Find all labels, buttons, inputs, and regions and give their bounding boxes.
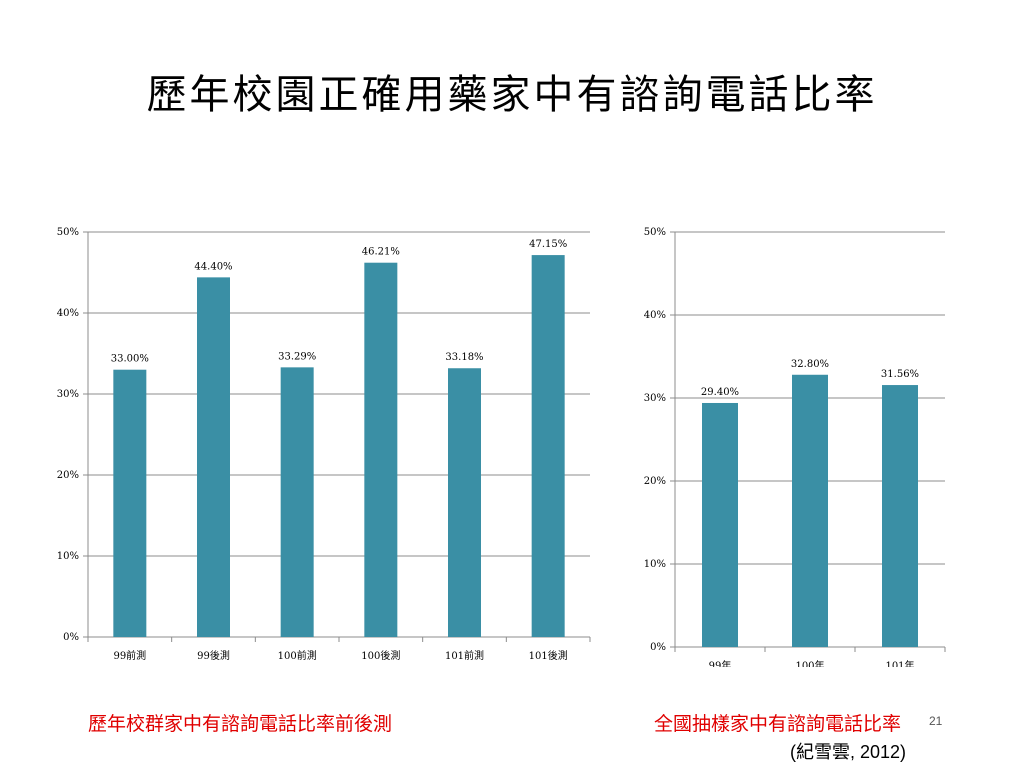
bar (882, 385, 918, 647)
category-label: 99後測 (197, 649, 230, 662)
bar (702, 402, 738, 647)
y-tick-label: 20% (57, 470, 79, 481)
bar-chart-national-sample: 0% 10% 20% 30% 40% 50% 29.40% 99年 32.80% 100年 31.5… (644, 227, 946, 667)
bar (197, 277, 230, 637)
bar (364, 262, 398, 637)
y-tick-label: 20% (644, 476, 666, 487)
data-label: 33.00% (111, 354, 149, 365)
data-label: 32.80% (791, 359, 829, 370)
page-number: 21 (929, 714, 943, 728)
data-label: 33.29% (278, 351, 316, 362)
bar (448, 368, 481, 637)
bar (280, 367, 314, 637)
data-label: 29.40% (701, 387, 739, 398)
caption-school-groups: 歷年校群家中有諮詢電話比率前後測 (88, 713, 393, 735)
y-tick-label: 50% (57, 227, 79, 238)
y-tick-label: 10% (57, 551, 79, 562)
category-label: 99前測 (113, 649, 146, 662)
bar (792, 374, 828, 647)
category-label: 100後測 (361, 649, 400, 662)
data-label: 33.18% (445, 352, 483, 363)
y-tick-label: 40% (644, 310, 666, 321)
citation: (紀雪雲, 2012) (790, 742, 907, 762)
y-tick-label: 10% (644, 559, 666, 570)
y-tick-label: 0% (63, 632, 79, 643)
bar (531, 255, 565, 637)
category-label: 100前測 (278, 649, 317, 662)
category-label: 101後測 (529, 649, 568, 662)
data-label: 46.21% (362, 247, 400, 258)
category-label: 99年 (709, 659, 732, 667)
category-label: 101前測 (445, 649, 484, 662)
caption-national-sample: 全國抽樣家中有諮詢電話比率 (654, 713, 902, 735)
y-tick-label: 30% (644, 393, 666, 404)
data-label: 44.40% (194, 261, 232, 272)
category-label: 101年 (885, 659, 914, 667)
data-label: 47.15% (529, 239, 567, 250)
bar-chart-school-groups: 0% 10% 20% 30% 40% 50% 33.00% 99前測 44.40% 99後測 33.… (57, 227, 591, 662)
slide-title: 歷年校園正確用藥家中有諮詢電話比率 (146, 72, 878, 118)
y-tick-label: 0% (650, 642, 666, 653)
y-tick-label: 40% (57, 308, 79, 319)
y-tick-label: 30% (57, 389, 79, 400)
y-tick-label: 50% (644, 227, 666, 238)
category-label: 100年 (795, 659, 824, 667)
data-label: 31.56% (881, 369, 919, 380)
bar (113, 369, 147, 637)
